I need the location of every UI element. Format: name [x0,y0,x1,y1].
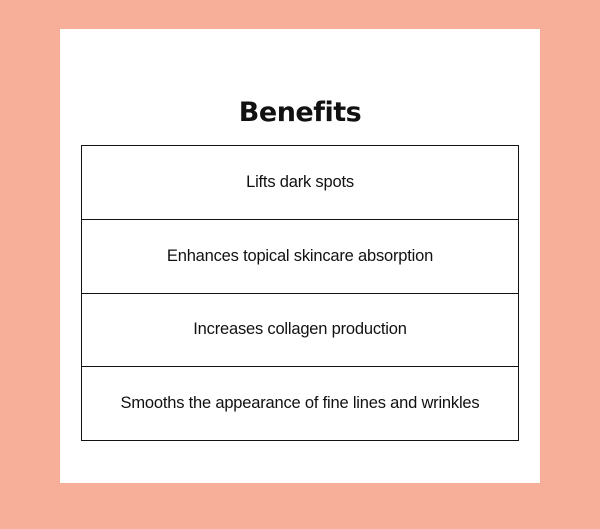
page-title: Benefits [238,97,362,128]
benefit-row: Smooths the appearance of fine lines and… [120,394,480,413]
benefits-card: Benefits Lifts dark spots Enhances topic… [60,29,540,483]
benefit-row: Lifts dark spots [82,146,518,220]
benefits-table: Lifts dark spots Enhances topical skinca… [81,145,519,441]
benefit-row: Enhances topical skincare absorption [82,220,518,294]
benefit-row: Increases collagen production [82,294,518,368]
